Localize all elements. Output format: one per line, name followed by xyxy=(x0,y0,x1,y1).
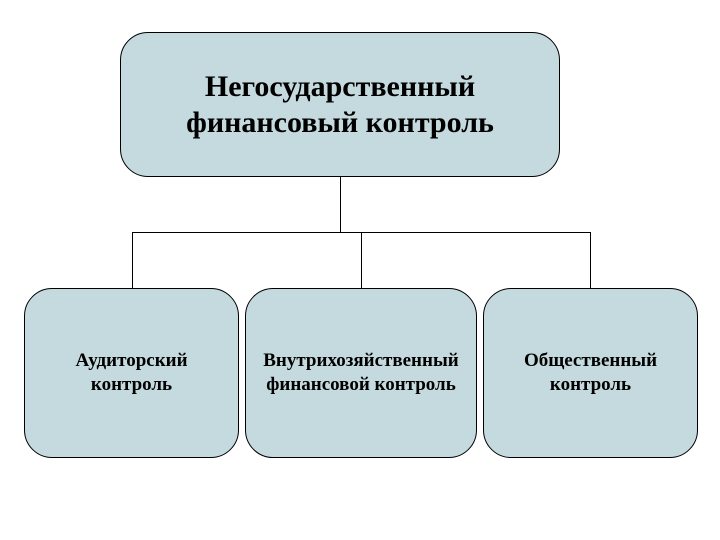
child-node-2-label: Общественный контроль xyxy=(496,349,685,397)
root-node: Негосударственный финансовый контроль xyxy=(120,32,560,177)
child-node-0: Аудиторский контроль xyxy=(24,288,239,458)
conn-trunk xyxy=(340,177,341,232)
child-node-0-label: Аудиторский контроль xyxy=(37,349,226,397)
child-node-1: Внутрихозяйственный финансовой контроль xyxy=(245,288,477,458)
conn-drop-1 xyxy=(361,232,362,288)
root-node-label: Негосударственный финансовый контроль xyxy=(139,69,541,141)
conn-bus xyxy=(132,232,591,233)
conn-drop-0 xyxy=(132,232,133,288)
child-node-2: Общественный контроль xyxy=(483,288,698,458)
child-node-1-label: Внутрихозяйственный финансовой контроль xyxy=(258,349,464,397)
conn-drop-2 xyxy=(590,232,591,288)
